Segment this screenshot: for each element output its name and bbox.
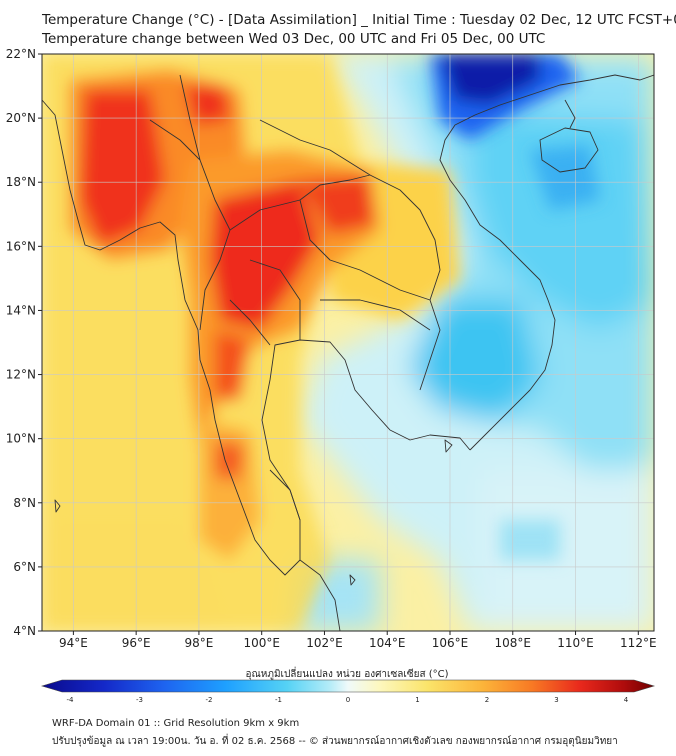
lat-tick-label: 16°N	[6, 239, 36, 253]
lon-tick-label: 110°E	[557, 636, 594, 650]
colorbar-tick-label: -1	[275, 696, 282, 704]
lat-tick-label: 22°N	[6, 47, 36, 61]
lon-tick-label: 100°E	[243, 636, 280, 650]
lat-tick-label: 12°N	[6, 368, 36, 382]
colorbar-tick-label: -4	[67, 696, 75, 704]
lat-tick-label: 18°N	[6, 175, 36, 189]
map-frame	[41, 53, 655, 632]
lon-tick-label: 102°E	[306, 636, 343, 650]
map-title: Temperature Change (°C) - [Data Assimila…	[42, 12, 676, 28]
colorbar-tick-label: 0	[346, 696, 350, 704]
lon-tick-label: 104°E	[369, 636, 406, 650]
colorbar-tick-label: 2	[485, 696, 489, 704]
lat-tick-label: 4°N	[13, 624, 36, 638]
lon-tick-label: 106°E	[432, 636, 469, 650]
lon-tick-label: 94°E	[59, 636, 88, 650]
temperature-change-map: 22°N 20°N 18°N 16°N 14°N 12°N 10°N 8°N 6°N 4°N 94…	[6, 47, 657, 704]
lat-tick-label: 8°N	[13, 496, 36, 510]
model-info: WRF-DA Domain 01 :: Grid Resolution 9km …	[52, 718, 300, 729]
colorbar-tick-label: 1	[415, 696, 419, 704]
longitude-axis: 94°E 96°E 98°E 100°E 102°E 104°E 106°E 108°E 110…	[59, 631, 657, 650]
colorbar-label: อุณหภูมิเปลี่ยนแปลง หน่วย องศาเซลเซียส (…	[245, 666, 448, 680]
lon-tick-label: 108°E	[495, 636, 532, 650]
lat-tick-label: 20°N	[6, 111, 36, 125]
lon-tick-label: 96°E	[122, 636, 151, 650]
coastlines	[42, 74, 654, 631]
colorbar	[40, 679, 656, 693]
map-subtitle: Temperature change between Wed 03 Dec, 0…	[42, 31, 546, 47]
lat-tick-label: 10°N	[6, 432, 36, 446]
colorbar-tick-label: -2	[206, 696, 213, 704]
colorbar-ticks: -4 -3 -2 -1 0 1 2 3 4	[67, 696, 629, 704]
colorbar-tick-label: -3	[136, 696, 143, 704]
latitude-axis: 22°N 20°N 18°N 16°N 14°N 12°N 10°N 8°N 6°N 4°N	[6, 47, 42, 638]
lat-tick-label: 6°N	[13, 560, 36, 574]
lat-tick-label: 14°N	[6, 303, 36, 317]
colorbar-tick-label: 4	[624, 696, 629, 704]
update-info: ปรับปรุงข้อมูล ณ เวลา 19:00น. วัน อ. ที่…	[52, 736, 618, 747]
temperature-field	[42, 54, 654, 631]
lon-tick-label: 98°E	[184, 636, 213, 650]
colorbar-tick-label: 3	[554, 696, 558, 704]
lon-tick-label: 112°E	[620, 636, 657, 650]
